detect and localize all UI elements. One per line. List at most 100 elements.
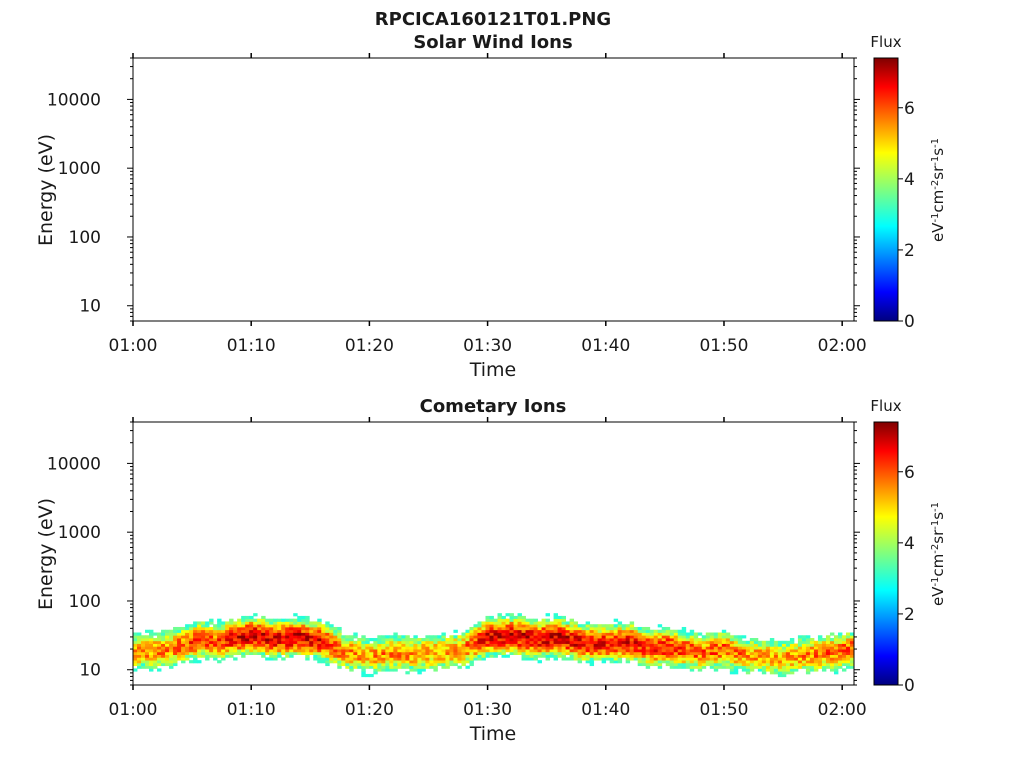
flux-cell — [429, 638, 434, 642]
flux-cell — [693, 635, 699, 639]
flux-cell — [189, 649, 194, 653]
flux-cell — [373, 665, 378, 669]
bottom-x-axis-label: Time — [469, 723, 517, 745]
flux-cell — [417, 640, 422, 644]
flux-cell — [149, 638, 154, 642]
flux-cell — [645, 646, 651, 650]
flux-cell — [401, 657, 406, 661]
flux-cell — [481, 632, 486, 636]
flux-cell — [801, 651, 807, 655]
flux-cell — [713, 668, 719, 672]
flux-cell — [521, 646, 526, 650]
flux-cell — [325, 643, 330, 647]
flux-cell — [149, 649, 154, 653]
flux-cell — [241, 624, 246, 628]
flux-cell — [837, 665, 843, 669]
flux-cell — [817, 651, 823, 655]
flux-cell — [617, 640, 623, 644]
top-colorbar-title: Flux — [870, 33, 901, 51]
flux-cell — [461, 662, 466, 667]
flux-cell — [361, 668, 366, 672]
flux-cell — [429, 643, 434, 647]
flux-cell — [509, 635, 514, 639]
flux-cell — [197, 654, 202, 658]
flux-cell — [829, 668, 835, 672]
flux-cell — [349, 638, 354, 642]
flux-cell — [689, 662, 695, 667]
flux-cell — [673, 651, 679, 655]
flux-cell — [377, 665, 382, 669]
flux-cell — [137, 635, 142, 639]
flux-cell — [725, 665, 731, 669]
flux-cell — [753, 638, 759, 642]
flux-cell — [285, 624, 290, 628]
flux-cell — [801, 640, 807, 644]
flux-cell — [333, 660, 338, 664]
flux-cell — [329, 624, 334, 628]
flux-cell — [357, 649, 362, 653]
flux-cell — [261, 621, 266, 625]
flux-cell — [537, 643, 542, 647]
flux-cell — [517, 646, 522, 650]
flux-cell — [305, 643, 310, 647]
flux-cell — [393, 643, 398, 647]
flux-cell — [413, 657, 418, 661]
flux-cell — [273, 618, 278, 622]
flux-cell — [733, 640, 739, 644]
flux-cell — [149, 665, 154, 669]
flux-cell — [153, 632, 158, 636]
flux-cell — [481, 624, 486, 628]
flux-cell — [617, 643, 623, 647]
flux-cell — [209, 621, 214, 625]
flux-cell — [457, 646, 462, 650]
flux-cell — [389, 638, 394, 642]
flux-cell — [153, 649, 158, 653]
flux-cell — [849, 643, 854, 647]
flux-cell — [633, 638, 639, 642]
flux-cell — [165, 649, 170, 653]
flux-cell — [597, 657, 603, 661]
flux-cell — [753, 665, 759, 669]
flux-cell — [461, 651, 466, 655]
flux-cell — [821, 665, 827, 669]
flux-cell — [333, 626, 338, 631]
flux-cell — [305, 657, 310, 661]
flux-cell — [677, 632, 683, 636]
flux-cell — [421, 668, 426, 672]
flux-cell — [225, 632, 230, 636]
flux-cell — [465, 640, 470, 644]
flux-cell — [249, 643, 254, 647]
flux-cell — [365, 673, 370, 678]
flux-cell — [425, 665, 430, 669]
flux-cell — [769, 649, 775, 653]
flux-cell — [409, 643, 414, 647]
flux-cell — [493, 632, 498, 636]
flux-cell — [269, 618, 274, 622]
flux-cell — [581, 646, 587, 650]
flux-cell — [149, 651, 154, 655]
flux-cell — [245, 649, 250, 653]
flux-cell — [381, 654, 386, 658]
flux-cell — [669, 662, 675, 667]
flux-cell — [501, 621, 506, 625]
flux-cell — [317, 657, 322, 661]
flux-cell — [533, 654, 538, 658]
flux-cell — [633, 643, 639, 647]
flux-cell — [645, 640, 651, 644]
flux-cell — [193, 632, 198, 636]
flux-cell — [737, 638, 743, 642]
flux-cell — [433, 643, 438, 647]
flux-cell — [345, 654, 350, 658]
flux-cell — [721, 629, 727, 633]
flux-cell — [261, 635, 266, 639]
flux-cell — [417, 643, 422, 647]
flux-cell — [669, 632, 675, 636]
flux-cell — [837, 651, 843, 655]
flux-cell — [481, 621, 486, 625]
flux-cell — [381, 668, 386, 672]
flux-cell — [489, 638, 494, 642]
flux-cell — [285, 629, 290, 633]
flux-cell — [385, 662, 390, 667]
flux-cell — [385, 668, 390, 672]
flux-cell — [321, 635, 326, 639]
